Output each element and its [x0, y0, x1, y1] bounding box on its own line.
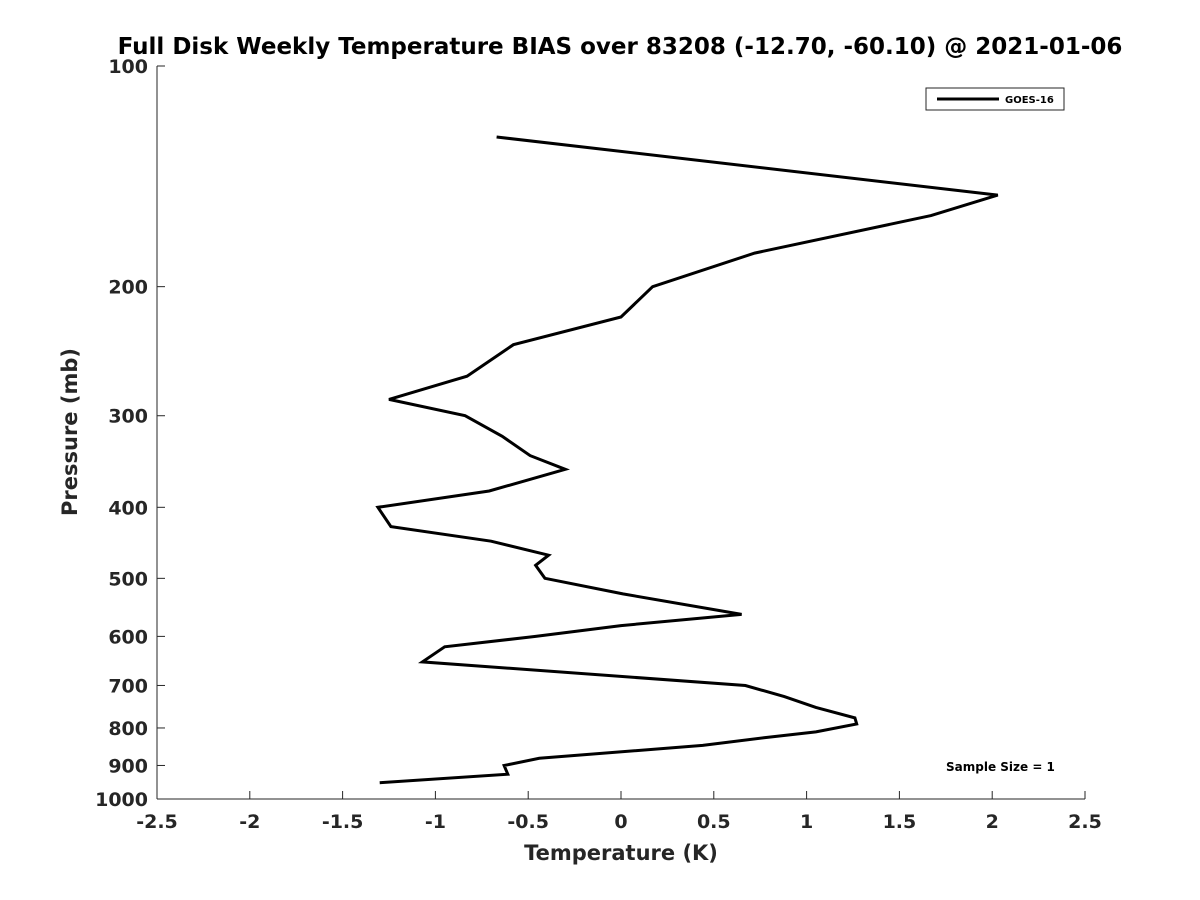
x-tick-label: 1.5	[883, 811, 917, 833]
y-tick-label: 1000	[95, 789, 148, 811]
legend-label-goes16: GOES-16	[1005, 95, 1054, 106]
legend: GOES-16	[925, 87, 1065, 111]
x-tick-label: 0	[614, 811, 627, 833]
y-tick-label: 800	[108, 718, 148, 740]
y-tick-label: 100	[108, 56, 148, 78]
y-tick-label: 200	[108, 277, 148, 299]
x-axis-label: Temperature (K)	[524, 841, 718, 865]
plot-area: -2.5 -2 -1.5 -1 -0.5 0 0.5 1 1.5 2 2.5 100 200 300 40…	[95, 56, 1102, 833]
x-tick-label: 2	[986, 811, 999, 833]
y-tick-label: 900	[108, 755, 148, 777]
chart-title: Full Disk Weekly Temperature BIAS over 8…	[118, 34, 1123, 60]
y-tick-label: 400	[108, 497, 148, 519]
x-tick-label: -1.5	[322, 811, 364, 833]
x-tick-label: 2.5	[1068, 811, 1102, 833]
y-axis-label: Pressure (mb)	[58, 348, 82, 516]
series-layer	[375, 135, 999, 785]
y-tick-label: 300	[108, 406, 148, 428]
x-tick-label: -2.5	[136, 811, 178, 833]
y-tick-label: 500	[108, 568, 148, 590]
y-tick-label: 700	[108, 675, 148, 697]
x-tick-label: -2	[239, 811, 260, 833]
x-tick-label: -0.5	[507, 811, 549, 833]
x-tick-label: 1	[800, 811, 813, 833]
sample-size-annotation: Sample Size = 1	[946, 760, 1055, 774]
x-ticks: -2.5 -2 -1.5 -1 -0.5 0 0.5 1 1.5 2 2.5	[136, 791, 1102, 833]
y-ticks: 100 200 300 400 500 600 700 800 900 1000	[95, 56, 165, 811]
x-tick-label: 0.5	[697, 811, 731, 833]
series-line-goes16	[375, 135, 999, 785]
y-tick-label: 600	[108, 626, 148, 648]
x-tick-label: -1	[425, 811, 446, 833]
